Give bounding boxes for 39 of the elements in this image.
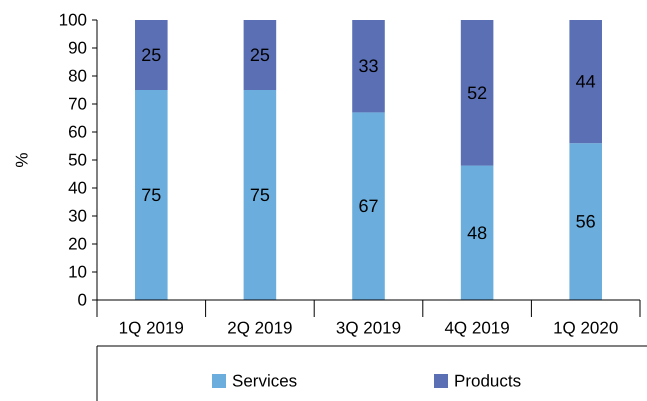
data-label: 67 (358, 196, 379, 216)
bar (135, 90, 168, 300)
y-tick-label: 50 (68, 150, 87, 170)
y-tick-label: 90 (68, 38, 87, 58)
bar (352, 20, 385, 112)
bar (352, 112, 385, 300)
x-tick-label: 1Q 2019 (118, 318, 184, 338)
bar (460, 20, 494, 166)
data-label: 75 (141, 185, 162, 205)
legend-label: Services (232, 372, 298, 390)
y-tick-label: 80 (68, 66, 87, 86)
y-tick-label: 30 (68, 206, 87, 226)
data-label: 56 (576, 212, 596, 232)
bar (244, 90, 276, 300)
bar (135, 20, 168, 90)
x-tick-label: 2Q 2019 (227, 318, 293, 338)
y-tick-label: 100 (58, 10, 87, 30)
y-tick-label: 20 (68, 234, 87, 254)
data-label: 52 (467, 82, 488, 103)
x-tick-label: 1Q 2020 (553, 318, 618, 338)
data-label: 44 (576, 72, 596, 92)
data-label: 25 (141, 45, 162, 65)
data-label: 25 (250, 45, 270, 65)
y-tick-label: 40 (68, 178, 87, 198)
bar (244, 20, 276, 90)
data-label: 48 (467, 222, 488, 243)
bar (569, 20, 602, 144)
y-tick-label: 70 (68, 94, 87, 114)
y-tick-label: 60 (68, 122, 87, 142)
bar (569, 143, 602, 300)
y-tick-label: 10 (68, 262, 87, 282)
legend-label: Products (454, 372, 522, 390)
bar (460, 166, 494, 300)
data-label: 33 (358, 56, 379, 76)
data-label: 75 (250, 185, 270, 205)
y-tick-label: 0 (78, 290, 87, 310)
x-tick-label: 3Q 2019 (336, 318, 402, 338)
x-tick-label: 4Q 2019 (444, 318, 510, 338)
y-axis-title: % (12, 152, 32, 168)
